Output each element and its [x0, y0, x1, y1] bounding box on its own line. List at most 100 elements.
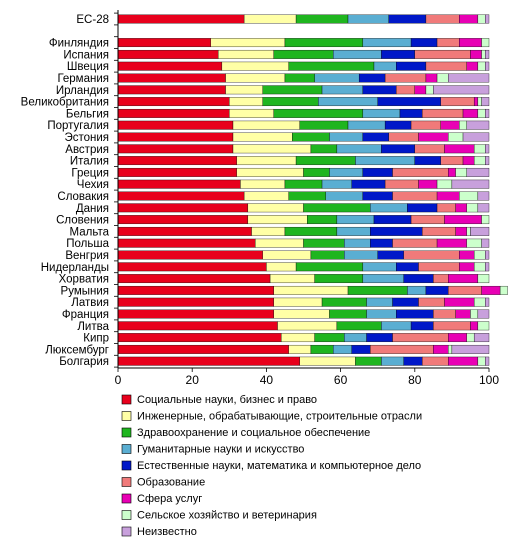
- bar-segment: [117, 85, 226, 95]
- bar-segment: [221, 61, 289, 71]
- bar-segment: [448, 73, 490, 83]
- bar-segment: [310, 344, 334, 354]
- bar-segment: [295, 156, 356, 166]
- x-tick-label: 60: [334, 373, 348, 387]
- bar-segment: [481, 215, 490, 225]
- legend-item: Образование: [121, 477, 205, 489]
- bar-segment: [347, 14, 390, 24]
- bar-segment: [370, 344, 434, 354]
- bar-segment: [481, 49, 486, 59]
- bar-segment: [448, 167, 456, 177]
- bar-segment: [414, 156, 441, 166]
- bar-segment: [436, 179, 453, 189]
- bar-segment: [299, 356, 356, 366]
- bar-segment: [459, 262, 475, 272]
- bar-segment: [462, 156, 475, 166]
- bar-segment: [407, 285, 427, 295]
- category-label: Швеция: [67, 61, 109, 73]
- bar-segment: [321, 297, 367, 307]
- bar-segment: [477, 274, 490, 284]
- bar-segment: [388, 14, 427, 24]
- bar-segment: [433, 274, 449, 284]
- bar-segment: [362, 274, 404, 284]
- bar-segment: [117, 167, 237, 177]
- category-label: Латвия: [71, 297, 109, 309]
- bar-segment: [243, 191, 289, 201]
- x-tick-label: 20: [186, 373, 200, 387]
- bar-segment: [422, 226, 456, 236]
- bar-segment: [381, 356, 404, 366]
- bar-segment: [436, 191, 460, 201]
- bar-segment: [481, 238, 490, 248]
- bar-segment: [414, 144, 445, 154]
- category-label: Ирландия: [56, 85, 109, 97]
- category-label: Румыния: [61, 285, 109, 297]
- bar-segment: [370, 238, 393, 248]
- category-label: Польша: [66, 238, 109, 250]
- legend-swatch: [121, 493, 132, 504]
- bar-segment: [295, 262, 364, 272]
- bar-segment: [117, 344, 289, 354]
- bar-segment: [444, 297, 475, 307]
- bar-segment: [377, 250, 404, 260]
- bar-segment: [243, 14, 297, 24]
- bar-segment: [477, 203, 490, 213]
- bar-segment: [117, 250, 263, 260]
- bar-segment: [455, 203, 467, 213]
- bar-segment: [466, 120, 490, 130]
- bar-segment: [481, 97, 490, 107]
- legend-swatch: [121, 411, 132, 421]
- legend-label: Социальные науки, бизнес и право: [137, 394, 317, 406]
- bar-segment: [466, 167, 490, 177]
- bar-segment: [425, 73, 438, 83]
- bar-segment: [362, 132, 390, 142]
- bar-segment: [307, 215, 338, 225]
- bar-segment: [117, 108, 230, 118]
- bar-segment: [444, 215, 482, 225]
- x-tick-label: 40: [260, 373, 274, 387]
- bar-segment: [318, 97, 378, 107]
- category-label: Франция: [62, 309, 109, 321]
- bar-segment: [370, 226, 423, 236]
- bar-segment: [485, 144, 490, 154]
- bar-segment: [459, 250, 475, 260]
- bar-segment: [477, 191, 490, 201]
- bar-segment: [310, 144, 338, 154]
- bar-segment: [477, 61, 486, 71]
- bar-segment: [466, 203, 479, 213]
- bar-segment: [288, 344, 312, 354]
- bar-segment: [288, 191, 326, 201]
- bar-segment: [470, 49, 482, 59]
- bar-segment: [366, 297, 393, 307]
- category-label: Бельгия: [66, 108, 109, 120]
- bar-segment: [325, 191, 364, 201]
- bar-segment: [284, 38, 364, 48]
- bar-segment: [117, 226, 252, 236]
- bar-segment: [303, 203, 371, 213]
- bar-segment: [358, 73, 386, 83]
- bar-segment: [455, 309, 471, 319]
- bar-segment: [473, 250, 486, 260]
- bar-segment: [362, 108, 401, 118]
- bar-segment: [117, 97, 230, 107]
- bar-segment: [485, 262, 490, 272]
- bar-segment: [381, 321, 412, 331]
- bar-segment: [117, 297, 274, 307]
- bar-segment: [299, 120, 349, 130]
- bar-segment: [225, 85, 263, 95]
- bar-segment: [466, 333, 475, 343]
- bar-segment: [451, 179, 490, 189]
- bar-segment: [448, 285, 482, 295]
- bar-segment: [440, 156, 464, 166]
- bar-segment: [396, 61, 427, 71]
- legend-swatch: [121, 460, 132, 471]
- legend-label: Сельское хозяйство и ветеринария: [137, 510, 317, 522]
- bar-segment: [418, 297, 445, 307]
- bar-segment: [418, 179, 438, 189]
- bar-segment: [433, 321, 471, 331]
- bar-segment: [366, 333, 393, 343]
- bar-segment: [373, 61, 397, 71]
- legend: Социальные науки, бизнес и право Инженерн…: [121, 394, 422, 538]
- bar-segment: [336, 226, 371, 236]
- bar-segment: [355, 356, 382, 366]
